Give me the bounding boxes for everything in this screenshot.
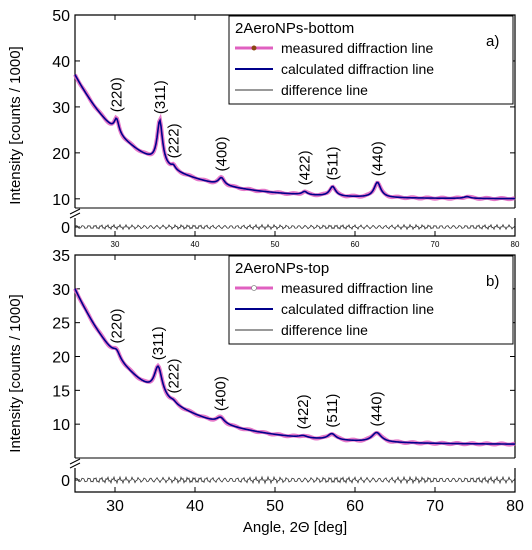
peak-label: (511) — [325, 146, 342, 180]
x-axis-label: Angle, 2Θ [deg] — [243, 519, 347, 536]
peak-label: (422) — [295, 394, 312, 429]
series-calculated-line — [74, 74, 516, 200]
legend-box — [228, 255, 514, 345]
break-gap — [513, 459, 517, 467]
y-tick-label: 10 — [52, 417, 70, 434]
y-tick-label: 40 — [52, 54, 70, 71]
plot-frame-upper — [74, 14, 516, 208]
y-tick-label: 15 — [52, 383, 70, 400]
y-tick-label: 30 — [52, 100, 70, 117]
x-tick-label: 40 — [186, 498, 204, 515]
x-tick-label: 80 — [506, 498, 524, 515]
x-tick-label: 70 — [426, 498, 444, 515]
x-tick-label: 30 — [106, 498, 124, 515]
x-tick-label: 50 — [271, 240, 280, 249]
x-tick-label: 60 — [351, 240, 360, 249]
x-tick-label: 40 — [191, 240, 200, 249]
x-tick-label: 70 — [431, 240, 440, 249]
y-tick-label: 0 — [61, 220, 70, 237]
peak-label: (220) — [109, 308, 126, 343]
y-tick-label: 50 — [52, 8, 70, 25]
peak-label: (311) — [150, 326, 167, 360]
legend-entry: measured diffraction line — [281, 40, 433, 56]
peak-label: (220) — [109, 77, 126, 112]
peak-label: (400) — [213, 136, 230, 171]
legend-entry: difference line — [281, 322, 368, 338]
x-tick-label: 80 — [511, 240, 520, 249]
legend-entry: calculated diffraction line — [281, 61, 434, 77]
peak-label: (440) — [369, 141, 386, 176]
peak-label: (400) — [213, 376, 230, 411]
x-tick-label: 30 — [111, 240, 120, 249]
peak-label: (222) — [165, 123, 182, 158]
series-difference-line — [74, 223, 516, 231]
y-axis-label: Intensity [counts / 1000] — [7, 294, 24, 452]
legend-title: 2AeroNPs-top — [235, 260, 329, 277]
y-tick-label: 10 — [52, 192, 70, 209]
y-tick-label: 20 — [52, 146, 70, 163]
axis-break-mark — [69, 208, 81, 219]
series-difference-line — [74, 475, 516, 485]
y-tick-label: 35 — [52, 248, 70, 265]
peak-label: (440) — [369, 391, 386, 426]
legend-marker — [251, 45, 257, 51]
panel-label: b) — [486, 273, 499, 290]
peak-label: (222) — [165, 358, 182, 393]
legend-marker — [251, 285, 257, 291]
peak-label: (422) — [297, 150, 314, 185]
series-calculated-line — [74, 288, 515, 445]
peak-label: (511) — [324, 394, 341, 428]
break-gap — [513, 209, 517, 217]
peak-label: (311) — [152, 80, 169, 114]
x-tick-label: 50 — [266, 498, 284, 515]
panel-label: a) — [486, 33, 499, 50]
y-tick-label: 0 — [61, 473, 70, 490]
y-axis-label: Intensity [counts / 1000] — [7, 46, 24, 204]
legend-entry: calculated diffraction line — [281, 301, 434, 317]
y-tick-label: 25 — [52, 316, 70, 333]
legend-entry: difference line — [281, 82, 368, 98]
x-tick-label: 60 — [346, 498, 364, 515]
y-tick-label: 20 — [52, 350, 70, 367]
legend-box — [228, 15, 514, 105]
legend-entry: measured diffraction line — [281, 280, 433, 296]
axis-break-mark — [69, 458, 81, 469]
y-tick-label: 30 — [52, 282, 70, 299]
legend-title: 2AeroNPs-bottom — [235, 20, 354, 37]
